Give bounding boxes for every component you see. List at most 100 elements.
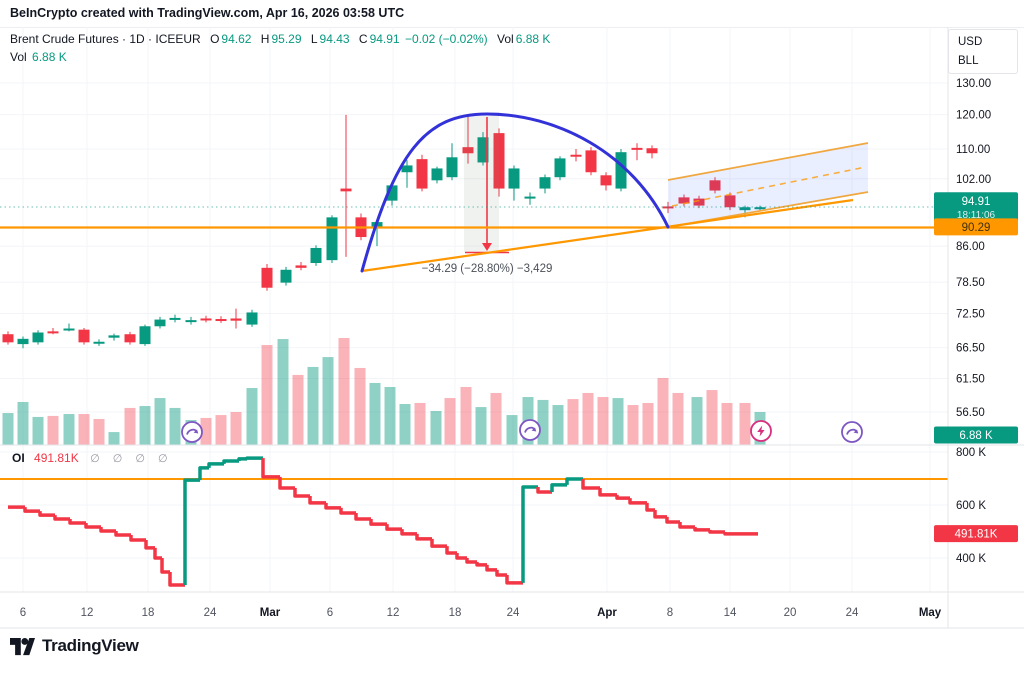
time-tick-label: 12 bbox=[81, 607, 94, 619]
unit-usd-label: USD bbox=[958, 36, 983, 49]
oi-step-segment bbox=[495, 569, 507, 577]
oi-step-segment bbox=[261, 458, 280, 479]
oi-legend-row[interactable]: OI 491.81K ∅ ∅ ∅ ∅ bbox=[12, 451, 173, 465]
oi-step-segment bbox=[198, 466, 209, 481]
time-tick-label: 18 bbox=[449, 607, 462, 619]
candle-body bbox=[78, 329, 90, 343]
oi-step-segment bbox=[324, 502, 341, 510]
price-channel[interactable] bbox=[667, 142, 869, 228]
close-key: C bbox=[358, 32, 368, 46]
axis-badge: 94.91 18:11:06 bbox=[934, 192, 1018, 224]
volume-legend-row[interactable]: Vol 6.88 K bbox=[10, 50, 67, 64]
volume-bar bbox=[739, 402, 751, 445]
volume-bar bbox=[200, 417, 212, 445]
measure-tool[interactable] bbox=[464, 116, 509, 254]
oi-tick-label: 400 K bbox=[956, 553, 986, 565]
volume-bar bbox=[169, 407, 181, 445]
candle-body bbox=[17, 338, 29, 345]
time-tick-label: 24 bbox=[846, 607, 859, 619]
oi-step-segment bbox=[385, 524, 402, 531]
price-tick-label: 78.50 bbox=[956, 277, 985, 289]
volume-bar bbox=[78, 414, 90, 445]
candle-body bbox=[646, 148, 658, 154]
price-axis[interactable]: 130.00 120.00 110.00 102.00 86.00 78.50 72.50 6… bbox=[956, 78, 991, 565]
measure-band bbox=[464, 116, 499, 252]
oi-step-segment bbox=[68, 519, 86, 525]
gridlines bbox=[0, 27, 948, 592]
time-tick-label: 18 bbox=[142, 607, 155, 619]
time-tick-label: 6 bbox=[327, 607, 333, 619]
price-unit-selector[interactable]: USD BLL bbox=[948, 29, 1018, 74]
time-tick-label: 6 bbox=[20, 607, 26, 619]
volume-bars bbox=[2, 338, 766, 445]
high-key: H bbox=[260, 32, 270, 46]
tradingview-logo-icon bbox=[10, 638, 35, 656]
volume-bar bbox=[277, 339, 289, 445]
oi-step-segment bbox=[628, 498, 647, 505]
rounded-top-dome-curve[interactable] bbox=[360, 112, 670, 273]
oi-step-segment bbox=[415, 533, 432, 541]
oi-step-segment bbox=[581, 479, 600, 490]
time-tick-label: May bbox=[919, 607, 942, 619]
channel-top-line bbox=[667, 142, 869, 181]
oi-step-segment bbox=[183, 478, 200, 586]
contract-rollover-icon[interactable] bbox=[181, 421, 203, 443]
oi-step-segment bbox=[485, 564, 497, 572]
price-tick-label: 102.00 bbox=[956, 174, 991, 186]
time-tick-label: 12 bbox=[387, 607, 400, 619]
volume-bar bbox=[537, 399, 549, 445]
unit-bll-label: BLL bbox=[958, 54, 979, 67]
ascending-trendline[interactable] bbox=[361, 198, 854, 273]
price-tick-label: 72.50 bbox=[956, 309, 985, 321]
symbol-legend-row[interactable]: Brent Crude Futures · 1D · ICEEUR O 94.62… bbox=[10, 32, 550, 46]
volume-bar bbox=[292, 374, 304, 445]
low-key: L bbox=[310, 32, 318, 46]
volume-bar bbox=[691, 397, 703, 445]
volume-bar bbox=[338, 338, 350, 445]
candle-body bbox=[230, 318, 242, 321]
oi-step-segment bbox=[693, 526, 710, 532]
tradingview-logo[interactable]: TradingView bbox=[10, 636, 139, 656]
volume-bar bbox=[369, 382, 381, 445]
oi-step-segment bbox=[550, 483, 567, 493]
candle-body bbox=[310, 247, 322, 264]
oi-step-segment bbox=[293, 488, 310, 498]
candle-body bbox=[508, 168, 520, 189]
volume-bar bbox=[63, 414, 75, 445]
candle-body bbox=[431, 168, 443, 181]
badge-value: 90.29 bbox=[962, 222, 991, 234]
oi-value: 491.81K bbox=[34, 451, 79, 465]
volume-bar bbox=[642, 402, 654, 445]
oi-step-segment bbox=[153, 547, 162, 560]
oi-step-segment bbox=[505, 574, 523, 585]
time-tick-label: Mar bbox=[260, 607, 281, 619]
contract-rollover-icon[interactable] bbox=[841, 421, 863, 443]
change-value: −0.02 (−0.02%) bbox=[404, 32, 488, 46]
oi-step-segment bbox=[430, 538, 447, 548]
oi-step-segment bbox=[645, 502, 655, 512]
vol-row-key: Vol bbox=[10, 50, 27, 64]
volume-bar bbox=[552, 405, 564, 445]
volume-bar bbox=[414, 402, 426, 445]
candle-body bbox=[124, 334, 136, 343]
oi-step-segment bbox=[475, 561, 487, 567]
candle-body bbox=[554, 158, 566, 178]
open-value: 94.62 bbox=[221, 32, 252, 46]
oi-step-segment bbox=[114, 530, 131, 537]
contract-rollover-icon[interactable] bbox=[519, 419, 541, 441]
candle-body bbox=[446, 157, 458, 178]
candle-body bbox=[477, 137, 489, 163]
candle-body bbox=[200, 318, 212, 321]
price-tick-label: 120.00 bbox=[956, 110, 991, 122]
lightning-event-icon[interactable] bbox=[750, 420, 772, 442]
candle-body bbox=[416, 159, 428, 189]
time-axis[interactable]: 6 12 18 24 Mar 6 12 18 24 Apr 8 14 20 24 May bbox=[20, 607, 942, 619]
oi-step-segment bbox=[339, 507, 356, 515]
oi-step-segment bbox=[23, 507, 40, 513]
oi-step-segment bbox=[144, 539, 155, 550]
watermark-text: BeInCrypto created with TradingView.com,… bbox=[10, 6, 405, 20]
oi-tick-label: 800 K bbox=[956, 447, 986, 459]
volume-bar bbox=[124, 407, 136, 445]
volume-bar bbox=[47, 415, 59, 445]
